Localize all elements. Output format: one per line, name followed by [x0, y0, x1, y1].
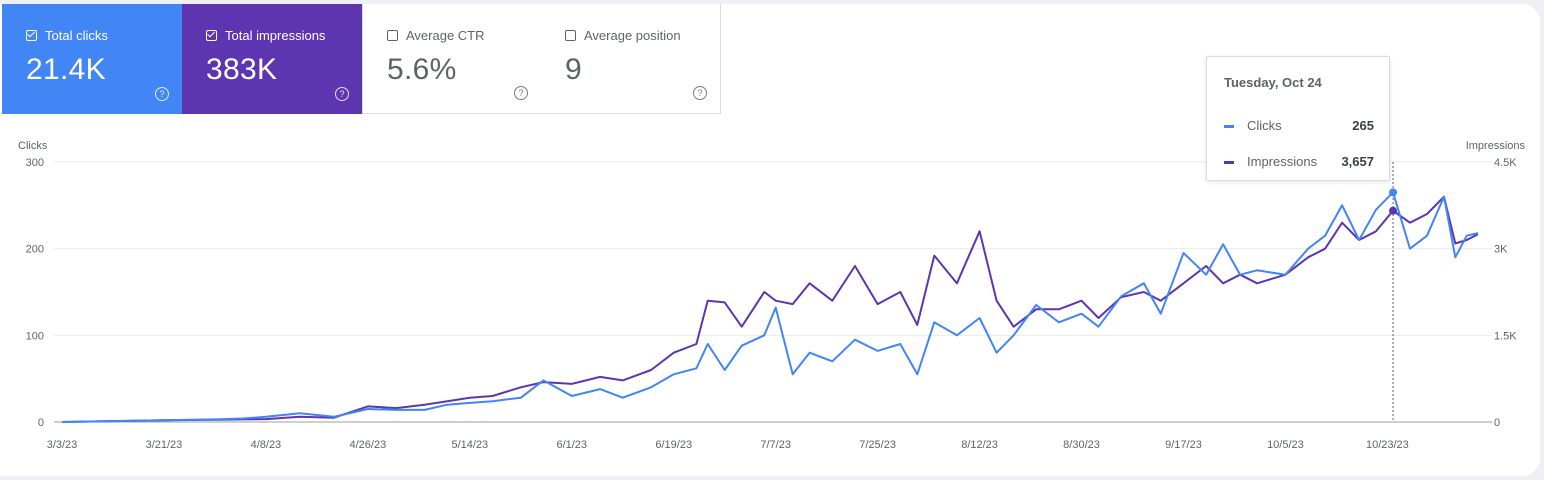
clicks-highlight-point — [1389, 188, 1398, 197]
help-icon[interactable]: ? — [693, 86, 707, 100]
y-right-tick-label: 3K — [1494, 244, 1508, 256]
clicks-swatch — [1224, 125, 1234, 128]
help-icon[interactable]: ? — [335, 87, 349, 101]
x-tick-label: 8/30/23 — [1063, 439, 1100, 451]
y-right-tick-label: 4.5K — [1494, 157, 1517, 169]
y-left-tick-label: 0 — [38, 417, 44, 429]
chart-tooltip: Tuesday, Oct 24 Clicks 265 Impressions 3… — [1206, 56, 1390, 181]
average-position-header: Average position — [565, 27, 720, 43]
x-tick-label: 4/8/23 — [251, 439, 282, 451]
x-tick-label: 7/25/23 — [859, 439, 896, 451]
tooltip-row-impressions: Impressions 3,657 — [1224, 154, 1374, 170]
x-tick-label: 10/5/23 — [1267, 439, 1304, 451]
total-impressions-label: Total impressions — [225, 27, 326, 43]
total-impressions-checkbox[interactable] — [206, 29, 217, 41]
help-icon[interactable]: ? — [155, 87, 169, 101]
axis-ticks: 0 100 200 300 0 1.5K 3K 4.5K 3/3/23 3/21/23 4/8/23… — [26, 157, 1518, 451]
clicks-series-line — [61, 191, 1479, 423]
x-tick-label: 6/1/23 — [556, 439, 587, 451]
y-right-tick-label: 0 — [1494, 417, 1500, 429]
x-tick-label: 6/19/23 — [655, 439, 692, 451]
average-position-card[interactable]: Average position 9 ? — [541, 4, 721, 114]
average-position-checkbox[interactable] — [565, 29, 576, 41]
average-ctr-value: 5.6% — [387, 53, 457, 86]
total-clicks-header: Total clicks — [26, 27, 182, 43]
average-ctr-card[interactable]: Average CTR 5.6% ? — [362, 4, 542, 114]
y-left-axis-label: Clicks — [18, 140, 48, 152]
x-tick-label: 3/3/23 — [47, 439, 78, 451]
total-clicks-card[interactable]: Total clicks 21.4K ? — [2, 4, 182, 114]
average-position-label: Average position — [584, 27, 681, 43]
impressions-series-line — [61, 195, 1479, 423]
y-left-tick-label: 200 — [26, 244, 44, 256]
y-right-tick-label: 1.5K — [1494, 330, 1517, 342]
y-right-axis-label: Impressions — [1466, 140, 1526, 152]
total-impressions-value: 383K — [206, 53, 278, 86]
total-impressions-card[interactable]: Total impressions 383K ? — [182, 4, 362, 114]
tooltip-clicks-label: Clicks — [1247, 118, 1282, 133]
impressions-highlight-point — [1389, 206, 1398, 215]
total-clicks-value: 21.4K — [26, 53, 106, 86]
x-tick-label: 7/7/23 — [760, 439, 791, 451]
y-left-tick-label: 100 — [26, 330, 44, 342]
impressions-swatch — [1224, 161, 1234, 164]
tooltip-impressions-label: Impressions — [1247, 154, 1318, 169]
x-tick-label: 5/14/23 — [451, 439, 488, 451]
x-tick-label: 4/26/23 — [350, 439, 387, 451]
tooltip-row-clicks: Clicks 265 — [1224, 118, 1374, 134]
gridlines — [54, 161, 1492, 423]
x-tick-label: 10/23/23 — [1366, 439, 1409, 451]
average-position-value: 9 — [565, 53, 582, 86]
tooltip-impressions-value: 3,657 — [1341, 154, 1374, 169]
average-ctr-label: Average CTR — [406, 27, 485, 43]
total-impressions-header: Total impressions — [206, 27, 362, 43]
tooltip-date: Tuesday, Oct 24 — [1224, 75, 1322, 90]
x-tick-label: 9/17/23 — [1165, 439, 1202, 451]
tooltip-clicks-value: 265 — [1352, 118, 1374, 133]
y-left-tick-label: 300 — [26, 157, 44, 169]
average-ctr-header: Average CTR — [387, 27, 541, 43]
help-icon[interactable]: ? — [514, 86, 528, 100]
x-tick-label: 3/21/23 — [146, 439, 183, 451]
total-clicks-label: Total clicks — [45, 27, 108, 43]
average-ctr-checkbox[interactable] — [387, 29, 398, 41]
x-tick-label: 8/12/23 — [961, 439, 998, 451]
total-clicks-checkbox[interactable] — [26, 29, 37, 41]
